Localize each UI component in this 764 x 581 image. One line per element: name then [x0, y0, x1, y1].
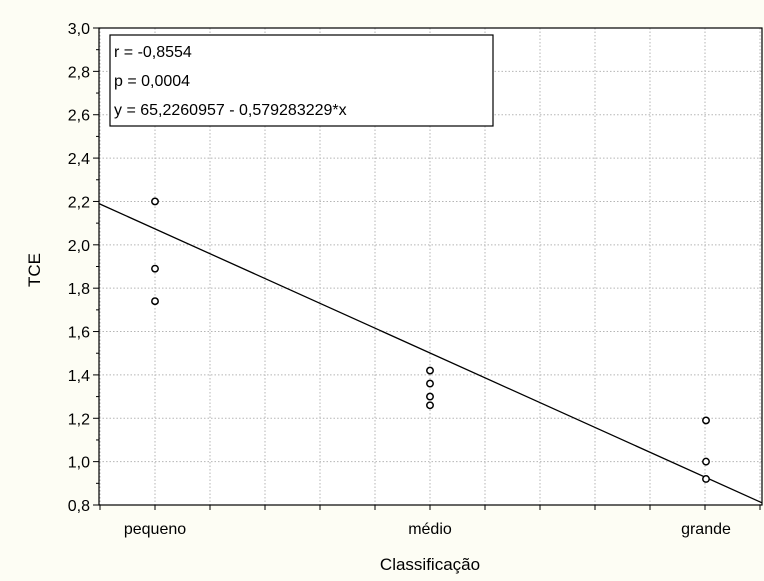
annotation-box: r = -0,8554 p = 0,0004 y = 65,2260957 - …: [109, 34, 494, 127]
data-point: [151, 197, 159, 206]
data-point: [426, 379, 434, 388]
y-tick-label: 1,2: [68, 411, 90, 428]
annotation-r: r = -0,8554: [114, 44, 192, 61]
data-point: [151, 264, 159, 273]
y-tick-label: 1,0: [68, 455, 90, 472]
y-tick-label: 2,8: [68, 64, 90, 81]
data-point: [702, 475, 710, 483]
x-tick-label: grande: [681, 521, 731, 538]
fit-line-group: [98, 203, 763, 504]
y-axis: 0,8 1,0 1,2 1,4 1,6 1,8 2,0 2,2 2,4 2,6 2,8 3,0: [68, 21, 99, 515]
grid-lines: [99, 28, 762, 505]
y-tick-label: 0,8: [68, 498, 90, 515]
data-point: [426, 401, 434, 410]
data-point: [702, 416, 710, 425]
y-tick-label: 1,4: [68, 368, 90, 385]
y-tick-label: 3,0: [68, 21, 90, 38]
annotation-equation: y = 65,2260957 - 0,579283229*x: [114, 102, 347, 119]
data-point: [426, 366, 434, 375]
data-point: [426, 392, 434, 401]
x-tick-label: médio: [408, 521, 452, 538]
y-tick-label: 2,4: [68, 151, 90, 168]
annotation-frame: [109, 34, 494, 127]
y-tick-label: 1,8: [68, 281, 90, 298]
data-point: [151, 297, 159, 306]
x-tick-label: pequeno: [124, 521, 186, 538]
annotation-p: p = 0,0004: [114, 73, 190, 90]
regression-line: [98, 203, 763, 504]
y-tick-label: 2,6: [68, 108, 90, 125]
y-axis-title: TCE: [25, 253, 44, 287]
y-tick-label: 2,0: [68, 238, 90, 255]
data-points: [151, 197, 710, 483]
y-tick-label: 1,6: [68, 325, 90, 342]
x-axis: pequeno médio grande: [99, 505, 761, 538]
y-tick-label: 2,2: [68, 194, 90, 211]
x-axis-title: Classificação: [380, 555, 480, 574]
data-point: [702, 457, 710, 466]
